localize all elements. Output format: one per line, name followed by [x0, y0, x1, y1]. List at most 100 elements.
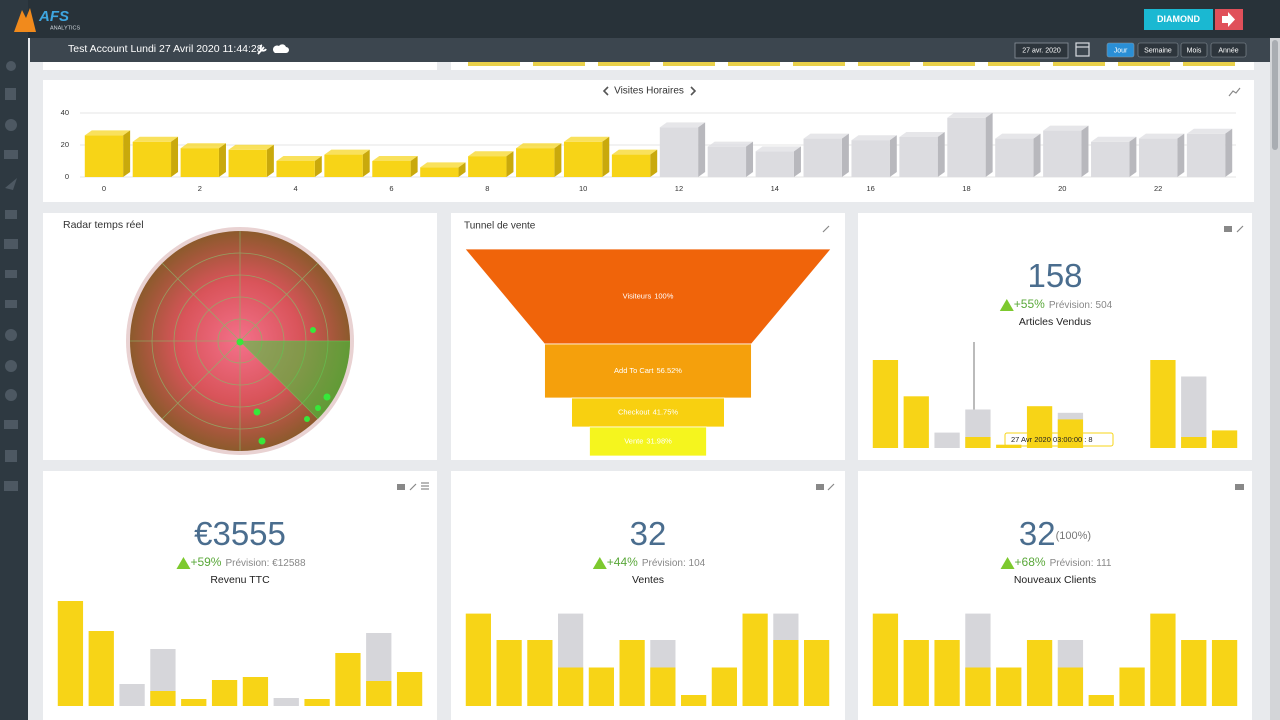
period-button[interactable] — [1106, 42, 1135, 58]
bar — [650, 667, 676, 706]
bar — [934, 432, 960, 448]
bar-top — [324, 149, 370, 155]
bar — [181, 699, 207, 706]
period-button[interactable] — [1137, 42, 1179, 58]
y-tick-label: 40 — [61, 108, 69, 117]
bar-top — [420, 162, 466, 168]
bar — [276, 161, 315, 177]
bar — [872, 613, 899, 706]
bar — [996, 667, 1022, 706]
bar — [947, 117, 986, 177]
bar — [273, 698, 299, 706]
period-label: Mois — [1187, 47, 1202, 54]
bar — [619, 640, 645, 706]
chart-title: Tunnel de vente — [464, 221, 536, 232]
cloud-icon[interactable] — [272, 44, 289, 53]
bar — [1043, 130, 1082, 177]
period-button[interactable] — [1180, 42, 1208, 58]
x-tick-label: 14 — [771, 184, 779, 193]
funnel-value: 41.75% — [653, 407, 679, 416]
logo-sub: ANALYTICS — [50, 25, 80, 31]
x-tick-label: 10 — [579, 184, 587, 193]
calendar-icon[interactable] — [1075, 42, 1090, 57]
kpi-value: €3555 — [194, 515, 286, 552]
x-tick-label: 4 — [294, 184, 298, 193]
bar — [996, 444, 1022, 448]
next-arrow — [690, 86, 697, 96]
kpi-trend: +44% Prévision: 104 — [607, 555, 706, 569]
trend-up-icon — [176, 557, 191, 569]
kpi-number: €3555 — [194, 515, 286, 552]
funnel-value: 31.98% — [646, 436, 672, 445]
kpi-value: 158 — [1027, 257, 1082, 294]
funnel-label: Vente 31.98% — [624, 436, 672, 445]
bar — [465, 613, 491, 706]
kpi-number: 158 — [1027, 257, 1082, 294]
bar-top — [707, 141, 754, 147]
bar — [707, 146, 747, 177]
wrench-icon[interactable] — [257, 44, 267, 55]
bar — [611, 154, 651, 177]
bar — [995, 138, 1034, 177]
bar-top — [899, 132, 945, 137]
kpi-number: 32 — [1019, 515, 1056, 552]
bar — [1211, 640, 1238, 706]
bar — [1091, 141, 1130, 177]
bar — [372, 161, 411, 177]
bar — [872, 360, 899, 448]
kpi-trend: +68% Prévision: 111 — [1015, 555, 1112, 569]
bar — [468, 156, 507, 177]
x-tick-label: 18 — [962, 184, 970, 193]
bar — [711, 667, 737, 706]
kpi-value: 32 — [630, 515, 667, 552]
bar — [1138, 138, 1178, 177]
bar — [903, 396, 929, 448]
bar — [84, 135, 124, 177]
bar-top — [947, 112, 993, 118]
bar — [804, 640, 830, 706]
bar — [228, 149, 267, 177]
bar — [1181, 437, 1207, 448]
bar-side — [1177, 133, 1185, 177]
bar — [659, 127, 699, 177]
bar — [150, 691, 176, 706]
bar — [366, 681, 392, 706]
x-tick-label: 12 — [675, 184, 683, 193]
x-tick-label: 20 — [1058, 184, 1066, 193]
bar-side — [410, 156, 418, 177]
bar — [180, 148, 219, 177]
funnel-segment — [571, 397, 725, 428]
bar — [558, 667, 584, 706]
kpi-share: (100%) — [1056, 530, 1091, 542]
bar-side — [506, 151, 514, 177]
period-button[interactable] — [1210, 42, 1247, 58]
bar — [1211, 430, 1238, 448]
bar — [527, 640, 553, 706]
date-box[interactable] — [1014, 42, 1069, 59]
y-tick-label: 0 — [65, 172, 69, 181]
x-tick-label: 0 — [102, 184, 106, 193]
x-tick-label: 2 — [198, 184, 202, 193]
bar — [934, 640, 960, 706]
kpi-forecast: Prévision: 504 — [1049, 300, 1113, 311]
tooltip-text: 27 Avr 2020 03:00:00 : 8 — [1011, 435, 1093, 444]
bar — [396, 672, 423, 706]
x-tick-label: 8 — [485, 184, 489, 193]
bar-side — [1033, 133, 1041, 177]
bar — [1150, 613, 1176, 706]
kpi-forecast: Prévision: 104 — [642, 558, 706, 569]
plan-button[interactable] — [1144, 9, 1213, 30]
bar-top — [1186, 128, 1233, 134]
bar — [324, 154, 363, 177]
bar — [563, 141, 603, 177]
kpi-number: 32 — [630, 515, 667, 552]
kpi-trend: +55% Prévision: 504 — [1014, 297, 1113, 311]
bar — [1150, 360, 1176, 448]
kpi-forecast: Prévision: 111 — [1050, 558, 1112, 569]
scroll-thumb[interactable] — [1272, 40, 1278, 150]
bar — [1026, 406, 1053, 448]
sidebar-icons — [4, 61, 18, 491]
bar-top — [180, 143, 226, 149]
date-label: 27 avr. 2020 — [1022, 47, 1061, 54]
